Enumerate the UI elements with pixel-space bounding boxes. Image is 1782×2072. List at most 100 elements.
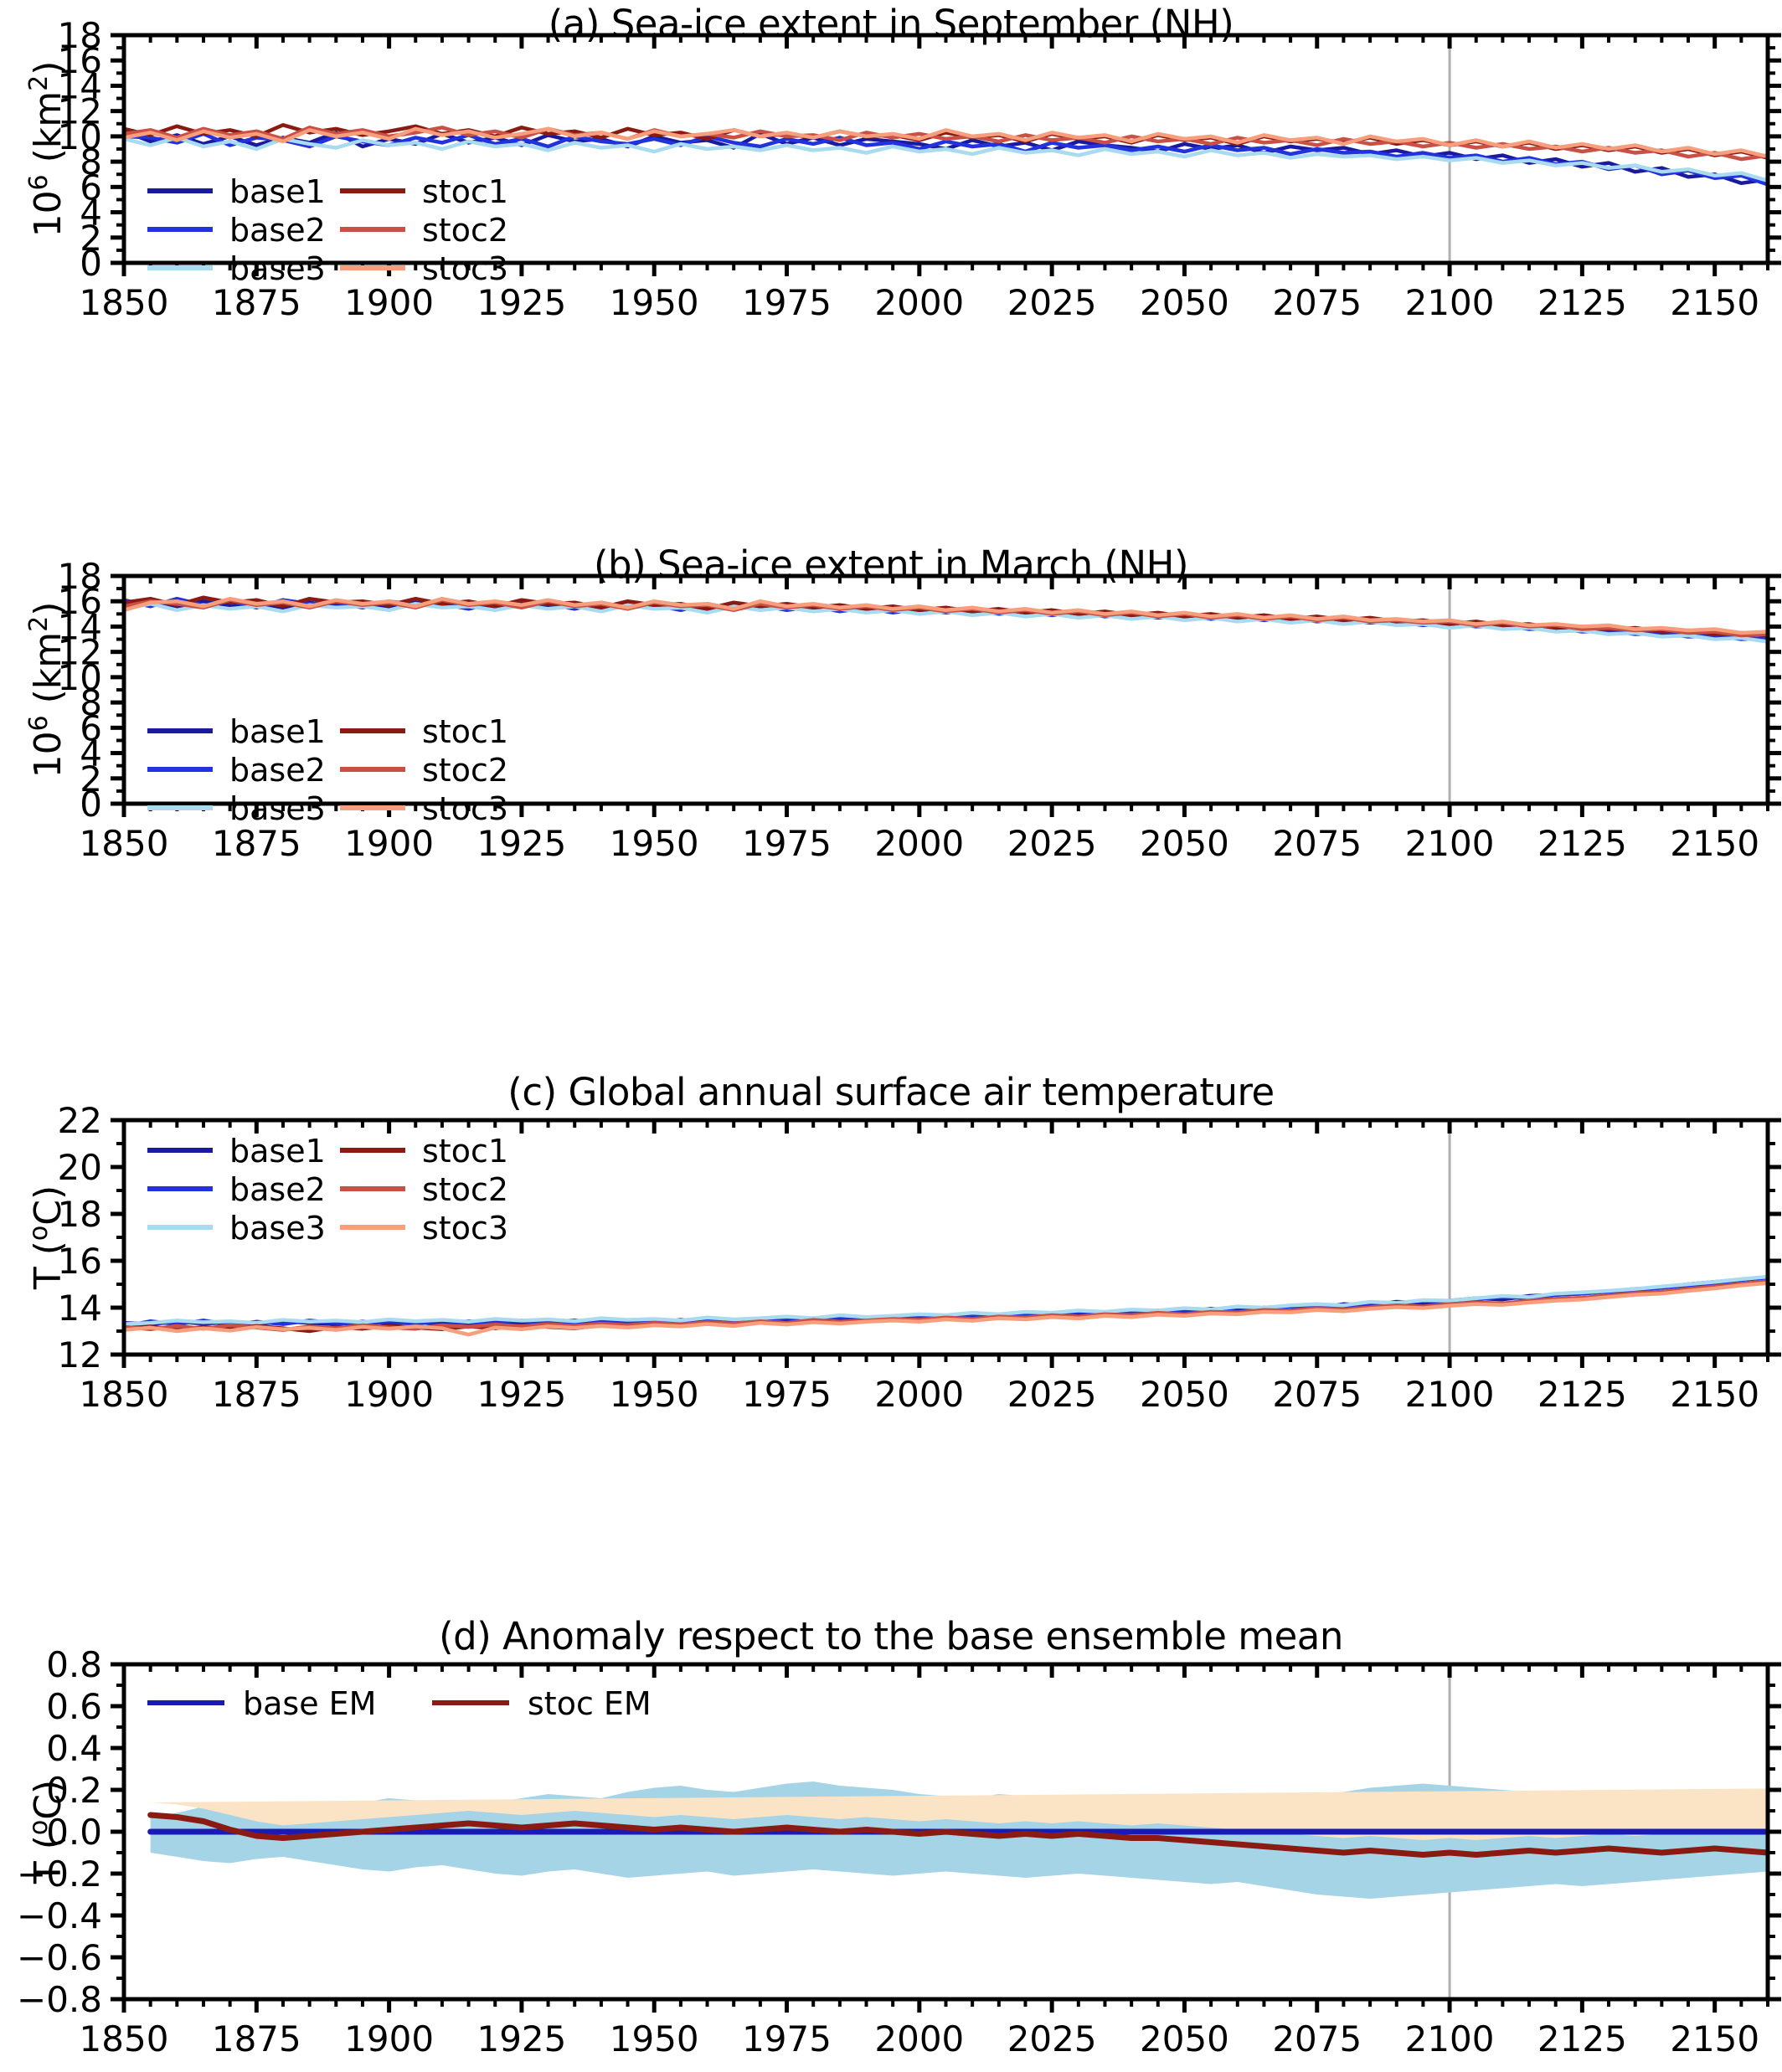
y-tick-label: 2 bbox=[80, 758, 102, 799]
y-tick-label: 16 bbox=[58, 1241, 102, 1282]
y-tick-label: 2 bbox=[80, 218, 102, 259]
y-tick-label: 0.8 bbox=[46, 1644, 102, 1685]
y-tick-label: 22 bbox=[58, 1100, 102, 1141]
legend-label-base-em: base EM bbox=[243, 1685, 376, 1722]
y-axis-label: T (oC) bbox=[24, 1185, 70, 1290]
plot-area-panel-c: 12 14 16 18 20 22 1850 1875 1900 1925 1950 1975 2000… bbox=[24, 1100, 1781, 1411]
plot-area-panel-d: −0.8−0.6−0.4−0.20.00.20.40.60.8 1850 1875 1… bbox=[17, 1644, 1781, 2056]
y-tick-label: −0.8 bbox=[17, 1979, 102, 2020]
y-tick-label: 18 bbox=[58, 1194, 102, 1235]
series-line-base3 bbox=[124, 1274, 1768, 1326]
x-tick-label: 2025 bbox=[1007, 282, 1097, 320]
legend-label-stoc2: stoc2 bbox=[422, 1171, 508, 1208]
y-tick-label: 0.6 bbox=[46, 1686, 102, 1727]
y-tick-label: 14 bbox=[58, 65, 102, 106]
y-tick-label: 0 bbox=[80, 784, 102, 825]
panel-title-panel-d: (d) Anomaly respect to the base ensemble… bbox=[439, 1614, 1343, 1658]
x-tick-label: 1900 bbox=[344, 1374, 434, 1411]
x-tick-label: 1850 bbox=[80, 823, 169, 861]
y-tick-label: 8 bbox=[80, 141, 102, 183]
y-tick-label: −0.6 bbox=[17, 1937, 102, 1978]
x-tick-label: 1925 bbox=[476, 2018, 566, 2056]
y-tick-label: 10 bbox=[58, 116, 102, 157]
legend-panel-d: base EM stoc EM bbox=[147, 1685, 652, 1722]
legend-label-base1: base1 bbox=[229, 173, 326, 210]
x-tick-label: 2125 bbox=[1537, 2018, 1627, 2056]
legend-label-stoc1: stoc1 bbox=[422, 713, 508, 750]
series-line-stoc3 bbox=[124, 126, 1768, 159]
x-tick-label: 2000 bbox=[874, 823, 964, 861]
y-tick-label: 12 bbox=[58, 1334, 102, 1375]
x-tick-label: 2000 bbox=[874, 2018, 964, 2056]
x-tick-label: 2150 bbox=[1670, 1374, 1759, 1411]
x-tick-label: 1950 bbox=[610, 823, 699, 861]
x-tick-label: 2050 bbox=[1140, 282, 1229, 320]
legend-label-base2: base2 bbox=[229, 1171, 326, 1208]
y-tick-label: 0 bbox=[80, 243, 102, 284]
series-line-stoc3 bbox=[124, 596, 1768, 635]
y-tick-label: 20 bbox=[58, 1147, 102, 1188]
x-tick-label: 1950 bbox=[610, 1374, 699, 1411]
y-tick-label: 8 bbox=[80, 682, 102, 723]
x-tick-label: 1875 bbox=[212, 1374, 301, 1411]
legend-label-stoc2: stoc2 bbox=[422, 752, 508, 789]
x-tick-label: 1950 bbox=[610, 2018, 699, 2056]
y-tick-label: 14 bbox=[58, 1288, 102, 1329]
series-line-base3 bbox=[124, 136, 1768, 183]
x-tick-label: 2050 bbox=[1140, 823, 1229, 861]
x-tick-label: 1875 bbox=[212, 823, 301, 861]
x-tick-label: 2000 bbox=[874, 282, 964, 320]
y-tick-label: 0.4 bbox=[46, 1728, 102, 1769]
y-tick-label: 4 bbox=[80, 193, 102, 234]
y-axis-label: T (oC) bbox=[24, 1780, 70, 1884]
x-tick-label: 2075 bbox=[1272, 2018, 1362, 2056]
y-tick-label: 18 bbox=[58, 15, 102, 56]
legend-label-stoc3: stoc3 bbox=[422, 790, 508, 827]
x-tick-label: 2075 bbox=[1272, 823, 1362, 861]
y-tick-label: 0.2 bbox=[46, 1770, 102, 1811]
x-tick-label: 1875 bbox=[212, 282, 301, 320]
y-tick-label: 18 bbox=[58, 556, 102, 597]
x-tick-label: 2050 bbox=[1140, 1374, 1229, 1411]
x-tick-label: 1850 bbox=[80, 1374, 169, 1411]
x-tick-label: 2000 bbox=[874, 1374, 964, 1411]
y-tick-label: 16 bbox=[58, 581, 102, 622]
x-tick-label: 1900 bbox=[344, 823, 434, 861]
x-tick-label: 1900 bbox=[344, 2018, 434, 2056]
x-tick-label: 2125 bbox=[1537, 823, 1627, 861]
x-tick-label: 1850 bbox=[80, 2018, 169, 2056]
y-tick-label: 4 bbox=[80, 733, 102, 774]
x-tick-label: 1925 bbox=[476, 823, 566, 861]
legend-label-stoc1: stoc1 bbox=[422, 173, 508, 210]
legend-label-base1: base1 bbox=[229, 713, 326, 750]
y-tick-label: 12 bbox=[58, 91, 102, 132]
y-tick-label: 6 bbox=[80, 707, 102, 748]
x-tick-label: 2050 bbox=[1140, 2018, 1229, 2056]
legend-label-base3: base3 bbox=[229, 250, 326, 287]
y-tick-label: 0.0 bbox=[46, 1812, 102, 1853]
x-tick-label: 1900 bbox=[344, 282, 434, 320]
legend-label-stoc3: stoc3 bbox=[422, 250, 508, 287]
x-tick-label: 1975 bbox=[742, 1374, 832, 1411]
legend-label-stoc1: stoc1 bbox=[422, 1133, 508, 1170]
y-axis-label: 106 (km2) bbox=[24, 61, 70, 238]
band-stoc-spread bbox=[150, 1788, 1768, 1840]
y-tick-label: 14 bbox=[58, 606, 102, 647]
x-tick-label: 2150 bbox=[1670, 2018, 1759, 2056]
legend-label-base2: base2 bbox=[229, 212, 326, 249]
series-line-stoc-em bbox=[147, 1812, 1768, 1858]
x-tick-label: 2075 bbox=[1272, 282, 1362, 320]
legend-label-base1: base1 bbox=[229, 1133, 326, 1170]
series-line-base3 bbox=[124, 601, 1768, 644]
series-line-stoc3 bbox=[124, 1281, 1768, 1337]
panel-title-panel-c: (c) Global annual surface air temperatur… bbox=[507, 1070, 1275, 1114]
x-tick-label: 1850 bbox=[80, 282, 169, 320]
legend-label-base3: base3 bbox=[229, 1210, 326, 1247]
x-tick-label: 1925 bbox=[476, 282, 566, 320]
legend-label-base2: base2 bbox=[229, 752, 326, 789]
